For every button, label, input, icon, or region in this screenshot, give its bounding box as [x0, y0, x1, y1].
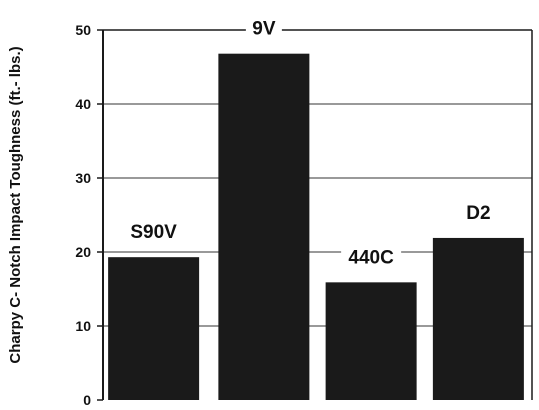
axes [97, 29, 533, 401]
bar-label-bg-s90v [123, 221, 184, 244]
y-tick-label-50: 50 [75, 22, 91, 38]
y-tick-label-20: 20 [75, 244, 91, 260]
bar-d2 [432, 237, 524, 400]
bar-label-440c: 440C [348, 247, 394, 268]
bars [108, 53, 524, 401]
y-tick-labels: 0 10 20 30 40 50 [75, 22, 91, 408]
bar-9v [218, 53, 310, 401]
y-tick-label-0: 0 [83, 392, 91, 408]
y-tick-label-10: 10 [75, 318, 91, 334]
bar-label-d2: D2 [466, 203, 490, 224]
y-tick-label-30: 30 [75, 170, 91, 186]
y-tick-label-40: 40 [75, 96, 91, 112]
bar-label-bg-d2 [460, 201, 497, 224]
bar-label-s90v: S90V [130, 222, 177, 243]
bar-label-9v: 9V [252, 19, 276, 40]
bar-label-bg-440c [341, 246, 402, 269]
bar-label-bg-9v [245, 17, 282, 40]
bar-labels: S90V 9V 440C D2 [123, 17, 497, 269]
y-axis-label: Charpy C- Notch Impact Toughness (ft.- l… [7, 46, 24, 363]
bar-440c [325, 282, 417, 400]
bar-s90v [108, 257, 200, 400]
